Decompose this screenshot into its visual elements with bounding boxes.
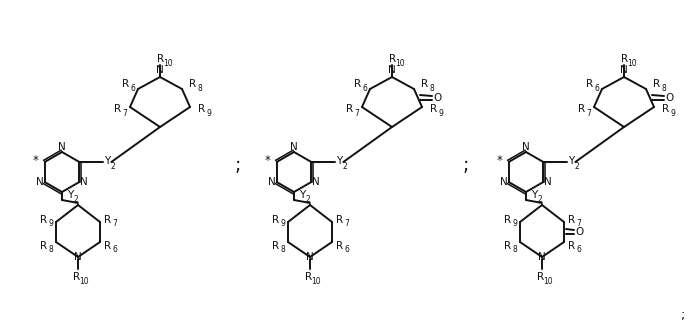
Text: 7: 7 — [123, 109, 128, 118]
Text: R: R — [105, 241, 112, 251]
Text: 9: 9 — [512, 219, 517, 228]
Text: 8: 8 — [430, 83, 434, 92]
Text: R: R — [355, 79, 362, 89]
Text: Y: Y — [336, 156, 343, 166]
Text: R: R — [346, 104, 354, 114]
Text: N: N — [306, 252, 314, 262]
Text: 2: 2 — [343, 161, 348, 171]
Text: N: N — [268, 177, 276, 187]
Text: 9: 9 — [438, 109, 443, 118]
Text: Y: Y — [568, 156, 574, 166]
Text: R: R — [158, 54, 165, 64]
Text: R: R — [272, 241, 280, 251]
Text: 6: 6 — [345, 246, 350, 255]
Text: R: R — [568, 215, 576, 225]
Text: R: R — [621, 54, 629, 64]
Text: R: R — [40, 241, 47, 251]
Text: N: N — [156, 65, 164, 75]
Text: R: R — [505, 241, 512, 251]
Text: R: R — [73, 272, 80, 282]
Text: R: R — [189, 79, 197, 89]
Text: R: R — [653, 79, 660, 89]
Text: R: R — [122, 79, 130, 89]
Text: 2: 2 — [537, 195, 542, 203]
Text: R: R — [537, 272, 544, 282]
Text: R: R — [336, 241, 343, 251]
Text: 10: 10 — [395, 59, 405, 67]
Text: 8: 8 — [662, 83, 667, 92]
Text: N: N — [80, 177, 88, 187]
Text: 9: 9 — [49, 219, 54, 228]
Text: 7: 7 — [577, 219, 581, 228]
Text: Y: Y — [67, 190, 73, 200]
Text: 8: 8 — [49, 246, 53, 255]
Text: N: N — [538, 252, 546, 262]
Text: N: N — [74, 252, 82, 262]
Text: R: R — [505, 215, 512, 225]
Text: *: * — [265, 153, 271, 166]
Text: 10: 10 — [543, 276, 553, 285]
Text: 7: 7 — [355, 109, 359, 118]
Text: 6: 6 — [362, 83, 367, 92]
Text: N: N — [313, 177, 320, 187]
Text: N: N — [36, 177, 43, 187]
Text: R: R — [422, 79, 429, 89]
Text: R: R — [40, 215, 47, 225]
Text: ;: ; — [680, 309, 684, 322]
Text: 2: 2 — [306, 195, 311, 203]
Text: 2: 2 — [73, 195, 78, 203]
Text: 6: 6 — [131, 83, 135, 92]
Text: R: R — [431, 104, 438, 114]
Text: R: R — [272, 215, 280, 225]
Text: 6: 6 — [577, 246, 581, 255]
Text: Y: Y — [104, 156, 110, 166]
Text: N: N — [620, 65, 628, 75]
Text: R: R — [306, 272, 313, 282]
Text: 10: 10 — [163, 59, 173, 67]
Text: ;: ; — [463, 155, 469, 175]
Text: 7: 7 — [345, 219, 350, 228]
Text: R: R — [389, 54, 396, 64]
Text: 10: 10 — [79, 276, 89, 285]
Text: O: O — [434, 93, 442, 103]
Text: 9: 9 — [671, 109, 676, 118]
Text: 9: 9 — [207, 109, 211, 118]
Text: R: R — [336, 215, 343, 225]
Text: O: O — [576, 227, 584, 237]
Text: N: N — [522, 142, 530, 152]
Text: 2: 2 — [575, 161, 580, 171]
Text: N: N — [58, 142, 66, 152]
Text: 8: 8 — [281, 246, 285, 255]
Text: *: * — [33, 153, 38, 166]
Text: R: R — [114, 104, 121, 114]
Text: Y: Y — [299, 190, 305, 200]
Text: R: R — [568, 241, 576, 251]
Text: 10: 10 — [628, 59, 637, 67]
Text: N: N — [544, 177, 552, 187]
Text: R: R — [586, 79, 593, 89]
Text: O: O — [666, 93, 674, 103]
Text: 10: 10 — [311, 276, 321, 285]
Text: 8: 8 — [198, 83, 202, 92]
Text: 6: 6 — [112, 246, 117, 255]
Text: 2: 2 — [111, 161, 116, 171]
Text: R: R — [198, 104, 206, 114]
Text: 7: 7 — [586, 109, 591, 118]
Text: N: N — [290, 142, 298, 152]
Text: *: * — [497, 153, 503, 166]
Text: R: R — [105, 215, 112, 225]
Text: 7: 7 — [112, 219, 117, 228]
Text: N: N — [388, 65, 396, 75]
Text: N: N — [500, 177, 507, 187]
Text: R: R — [579, 104, 586, 114]
Text: ;: ; — [235, 155, 242, 175]
Text: 6: 6 — [595, 83, 600, 92]
Text: 9: 9 — [281, 219, 285, 228]
Text: 8: 8 — [512, 246, 517, 255]
Text: R: R — [662, 104, 669, 114]
Text: Y: Y — [531, 190, 537, 200]
